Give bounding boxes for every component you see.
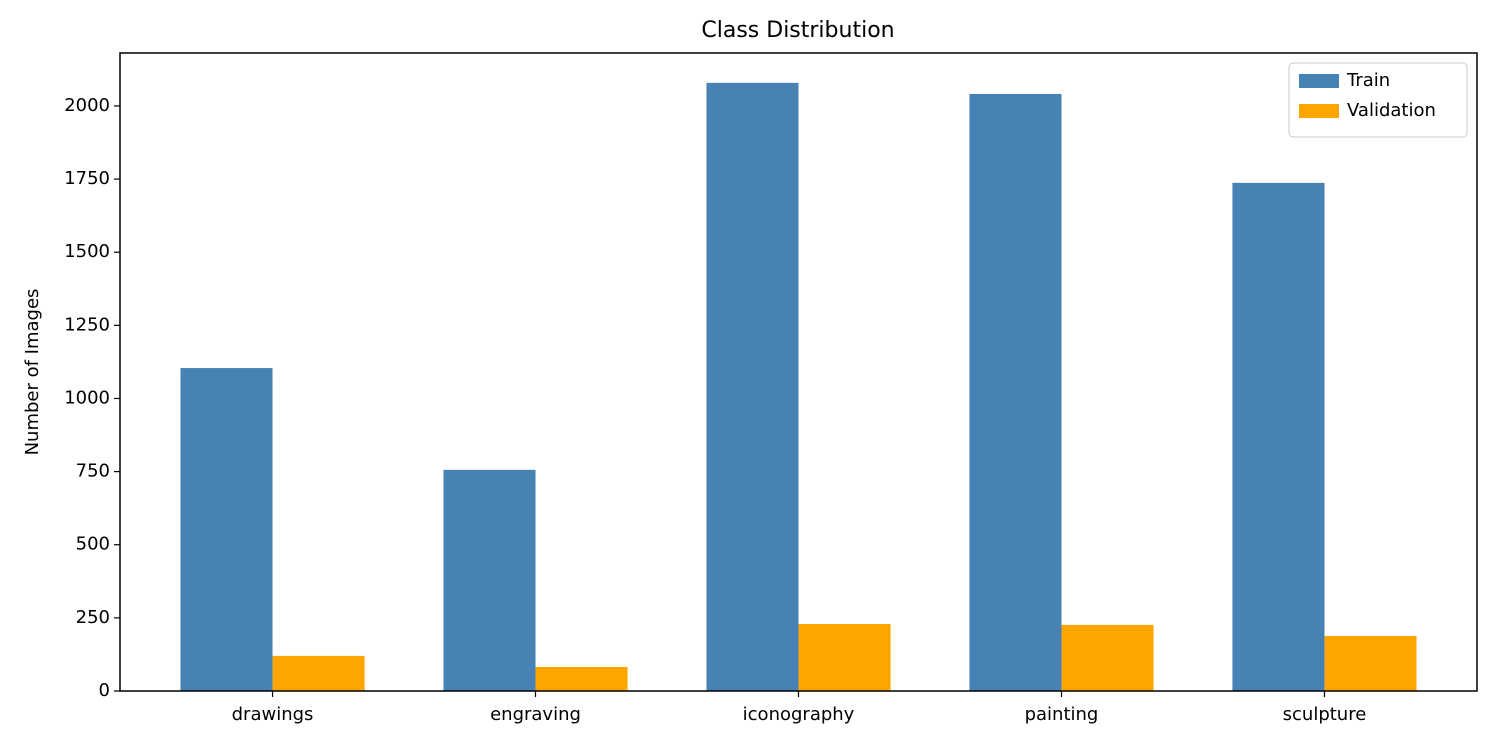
bar <box>272 655 365 691</box>
y-tick-label: 500 <box>76 534 110 555</box>
bar <box>1232 182 1325 691</box>
bar <box>1061 624 1154 691</box>
y-tick-label: 750 <box>76 461 110 482</box>
x-tick-label: iconography <box>743 704 855 725</box>
chart-title: Class Distribution <box>701 18 894 43</box>
y-tick-label: 1750 <box>64 168 110 189</box>
x-tick-label: sculpture <box>1283 704 1367 725</box>
bar <box>535 667 628 691</box>
bar <box>1324 636 1417 691</box>
bar <box>706 82 799 691</box>
y-tick-label: 1000 <box>64 387 110 408</box>
x-tick-label: engraving <box>490 704 581 725</box>
legend-label: Validation <box>1347 100 1436 121</box>
y-axis-label: Number of Images <box>22 289 43 456</box>
legend-swatch <box>1299 74 1339 88</box>
y-tick-label: 0 <box>99 680 110 701</box>
y-tick-label: 2000 <box>64 95 110 116</box>
y-tick-label: 1500 <box>64 241 110 262</box>
y-tick-label: 250 <box>76 607 110 628</box>
bar <box>798 624 891 691</box>
x-tick-label: painting <box>1025 704 1099 725</box>
bar <box>443 469 536 691</box>
legend-swatch <box>1299 104 1339 118</box>
bar <box>180 368 273 691</box>
y-tick-label: 1250 <box>64 314 110 335</box>
bar <box>969 93 1062 692</box>
legend-label: Train <box>1346 70 1390 91</box>
x-tick-label: drawings <box>232 704 314 725</box>
plot-frame <box>119 52 1478 692</box>
